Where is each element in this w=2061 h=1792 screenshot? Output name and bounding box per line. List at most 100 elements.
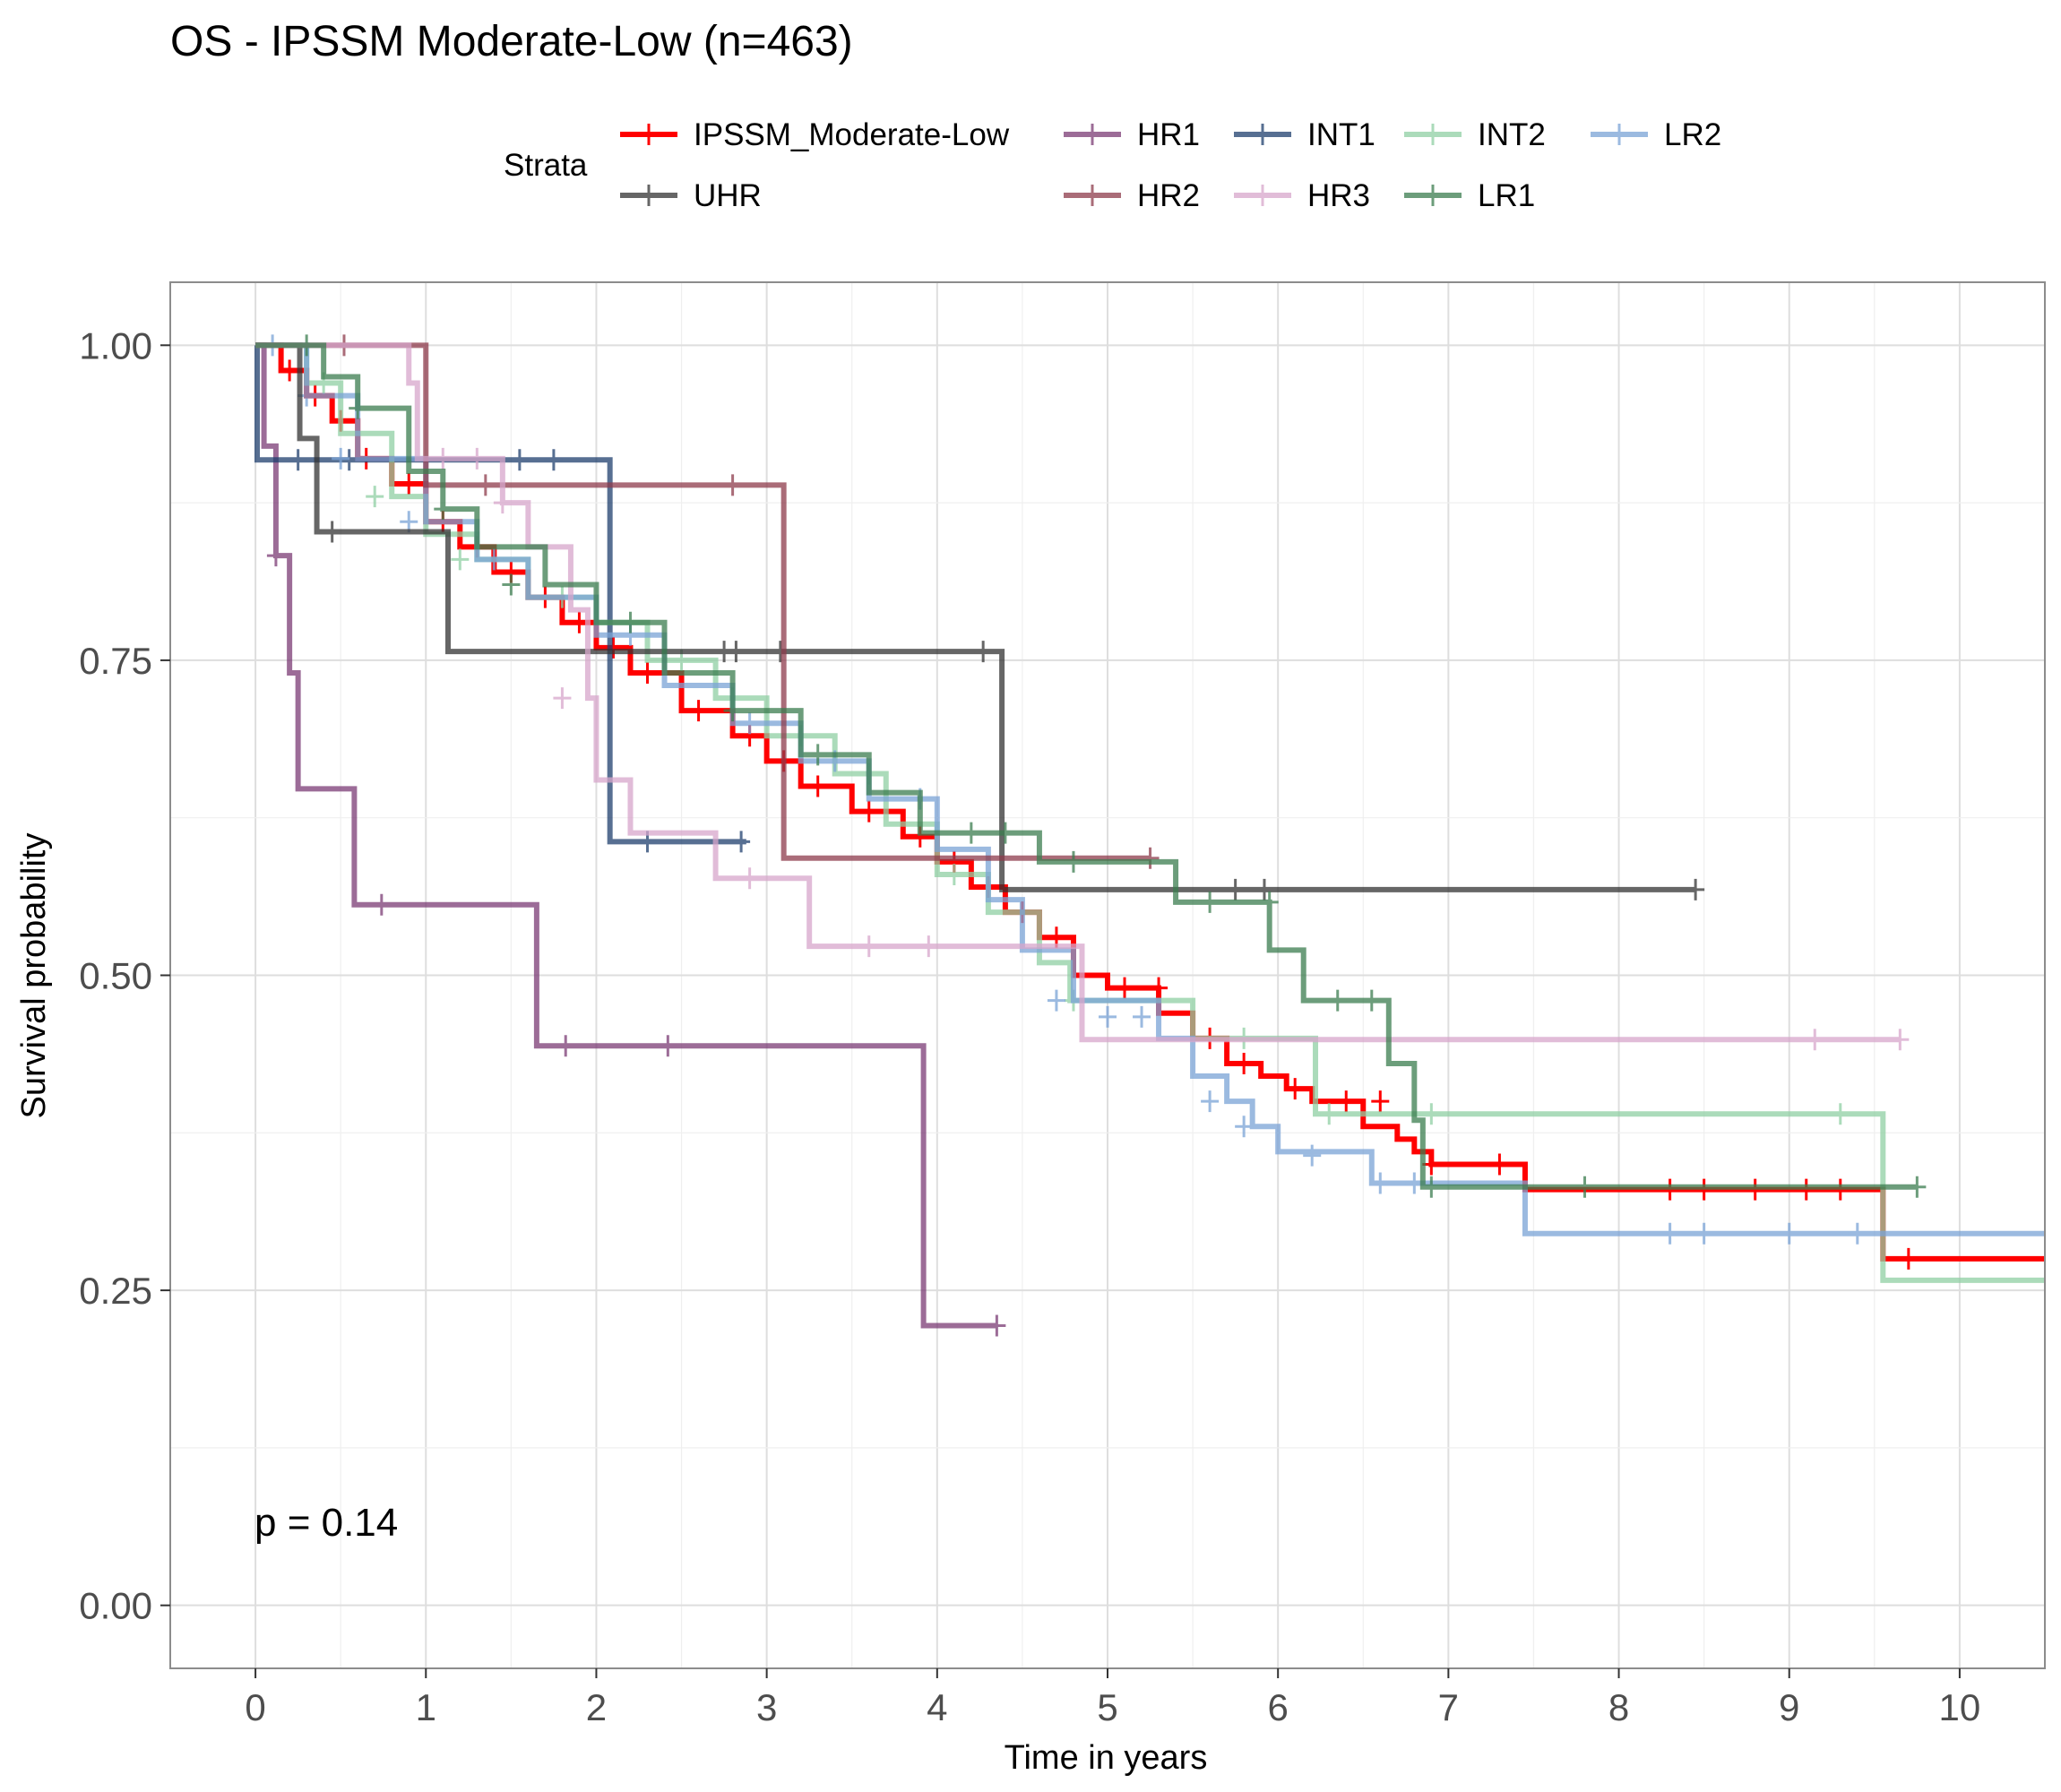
censor-mark-ipssm-moderate-low xyxy=(1899,1247,1918,1270)
censor-mark-lr2 xyxy=(1780,1222,1798,1245)
legend-item-hr3: HR3 xyxy=(1234,178,1370,213)
legend-censor-mark xyxy=(1424,185,1442,206)
censor-mark-hr2 xyxy=(476,474,495,496)
censor-mark-int2 xyxy=(366,486,384,508)
censor-mark-ipssm-moderate-low xyxy=(1235,1052,1254,1074)
legend-label-int1: INT1 xyxy=(1307,117,1375,152)
censor-mark-lr1 xyxy=(1201,891,1220,913)
censor-mark-int2 xyxy=(1831,1103,1850,1125)
legend-key-uhr xyxy=(620,185,677,206)
legend-label-hr3: HR3 xyxy=(1307,178,1370,213)
legend-key-ipssm-moderate-low xyxy=(620,124,677,145)
censor-mark-ipssm-moderate-low xyxy=(1490,1153,1509,1176)
series-group xyxy=(254,334,2045,1337)
legend-item-hr1: HR1 xyxy=(1064,117,1200,152)
censor-mark-hr1 xyxy=(987,1314,1006,1337)
censor-mark-lr2 xyxy=(1133,1005,1151,1028)
censor-mark-int1 xyxy=(544,449,563,471)
censor-mark-hr1 xyxy=(372,893,391,916)
censor-mark-int2 xyxy=(1320,1103,1339,1125)
legend-label-lr1: LR1 xyxy=(1478,178,1535,213)
censor-mark-lr2 xyxy=(1201,1090,1220,1113)
censor-mark-lr1 xyxy=(349,397,367,419)
censor-mark-int2 xyxy=(1422,1103,1441,1125)
censor-mark-lr2 xyxy=(1371,1172,1390,1194)
legend-censor-mark xyxy=(1254,185,1272,206)
x-axis: 0 1 2 3 4 5 6 7 8 9 10 xyxy=(245,1668,1980,1728)
censor-mark-lr1 xyxy=(1260,891,1279,913)
x-axis-title: Time in years xyxy=(1005,1739,1208,1777)
legend-key-hr2 xyxy=(1064,185,1121,206)
censor-mark-ipssm-moderate-low xyxy=(1150,977,1168,999)
censor-mark-uhr xyxy=(1226,878,1245,900)
legend-label-int2: INT2 xyxy=(1478,117,1546,152)
censor-mark-hr3 xyxy=(740,867,759,890)
censor-mark-lr2 xyxy=(1303,1144,1322,1167)
y-tick-label: 0.50 xyxy=(79,955,152,997)
legend: Strata IPSSM_Moderate-Low HR1 INT1 INT2 LR2 U… xyxy=(504,117,1721,213)
y-tick-label: 1.00 xyxy=(79,324,152,366)
series-uhr xyxy=(255,342,1705,900)
censor-mark-hr1 xyxy=(659,1035,677,1057)
x-tick-label: 4 xyxy=(927,1686,947,1728)
censor-mark-lr1 xyxy=(1575,1176,1594,1198)
x-tick-label: 0 xyxy=(245,1686,265,1728)
legend-item-hr2: HR2 xyxy=(1064,178,1200,213)
legend-item-lr1: LR1 xyxy=(1404,178,1535,213)
censor-mark-lr2 xyxy=(1660,1222,1679,1245)
censor-mark-ipssm-moderate-low xyxy=(1371,1090,1390,1113)
legend-key-lr1 xyxy=(1404,185,1462,206)
censor-mark-lr2 xyxy=(332,447,350,470)
x-tick-label: 1 xyxy=(416,1686,436,1728)
censor-mark-hr3 xyxy=(468,447,487,470)
censor-mark-ipssm-moderate-low xyxy=(400,473,418,495)
y-tick-label: 0.25 xyxy=(79,1270,152,1312)
x-tick-label: 7 xyxy=(1438,1686,1459,1728)
censor-mark-hr1 xyxy=(556,1035,575,1057)
censor-mark-hr3 xyxy=(859,935,878,958)
chart-title: OS - IPSSM Moderate-Low (n=463) xyxy=(170,18,853,65)
x-tick-label: 8 xyxy=(1608,1686,1629,1728)
legend-label-lr2: LR2 xyxy=(1664,117,1721,152)
censor-mark-lr1 xyxy=(1328,989,1347,1012)
censor-mark-int1 xyxy=(732,831,751,853)
legend-label-ipssm-moderate-low: IPSSM_Moderate-Low xyxy=(694,117,1010,152)
p-value-annotation: p = 0.14 xyxy=(254,1501,398,1545)
plot-panel xyxy=(169,281,2046,1669)
survival-curve-uhr xyxy=(255,342,1696,892)
censor-mark-ipssm-moderate-low xyxy=(859,800,878,823)
censor-mark-lr2 xyxy=(485,548,504,571)
censor-mark-uhr xyxy=(727,641,746,663)
censor-mark-hr2 xyxy=(1141,847,1160,869)
censor-mark-hr3 xyxy=(1891,1029,1910,1051)
legend-key-lr2 xyxy=(1591,124,1648,145)
censor-mark-hr3 xyxy=(434,447,453,470)
censor-mark-int2 xyxy=(944,863,963,885)
legend-censor-mark xyxy=(1424,124,1442,145)
censor-mark-int1 xyxy=(289,449,307,471)
censor-mark-ipssm-moderate-low xyxy=(638,661,657,684)
censor-mark-lr1 xyxy=(434,498,453,521)
x-tick-label: 6 xyxy=(1268,1686,1289,1728)
censor-mark-lr1 xyxy=(723,700,742,722)
legend-censor-mark xyxy=(1254,124,1272,145)
legend-item-int1: INT1 xyxy=(1234,117,1375,152)
censor-mark-lr2 xyxy=(740,712,759,735)
censor-mark-int2 xyxy=(451,548,470,571)
censor-mark-ipssm-moderate-low xyxy=(1337,1090,1356,1113)
legend-label-hr1: HR1 xyxy=(1137,117,1200,152)
legend-label-hr2: HR2 xyxy=(1137,178,1200,213)
censor-mark-hr1 xyxy=(266,545,285,567)
censor-mark-hr3 xyxy=(919,935,938,958)
censor-mark-lr1 xyxy=(1064,850,1082,873)
censor-mark-lr2 xyxy=(1235,1116,1254,1138)
censor-mark-uhr xyxy=(974,641,993,663)
censor-mark-hr3 xyxy=(553,687,572,710)
series-hr1 xyxy=(255,342,1006,1337)
y-axis-title: Survival probability xyxy=(15,833,53,1119)
legend-label-uhr: UHR xyxy=(694,178,762,213)
censor-mark-lr1 xyxy=(1422,1176,1441,1198)
legend-item-ipssm-moderate-low: IPSSM_Moderate-Low xyxy=(620,117,1010,152)
